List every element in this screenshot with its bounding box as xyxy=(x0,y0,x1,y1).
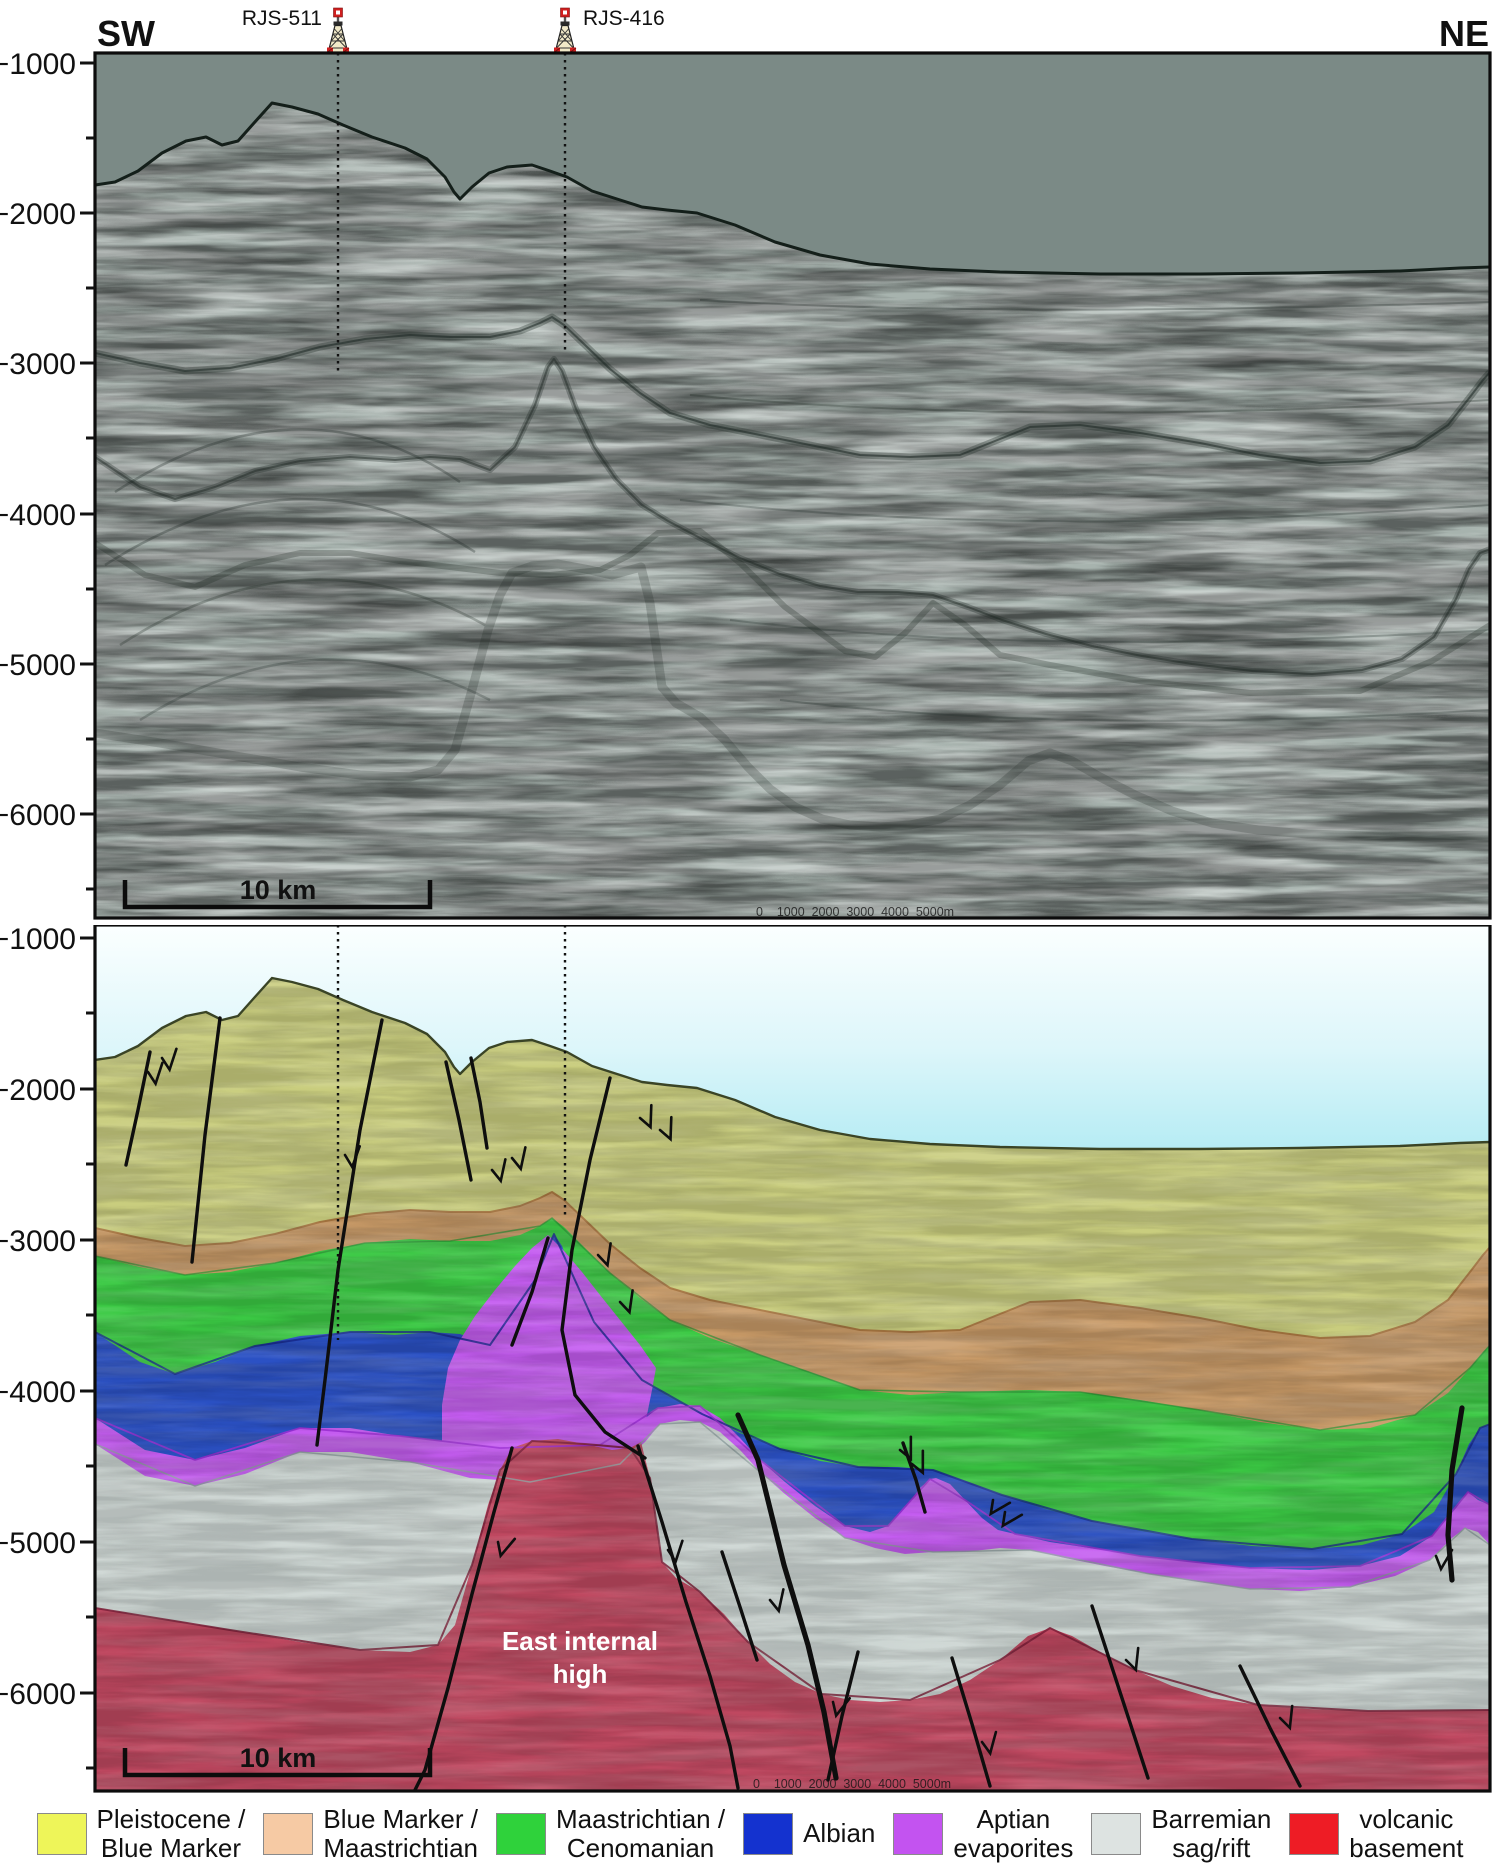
legend-item-basement: volcanic basement xyxy=(1289,1805,1463,1862)
well-label-rjs-511: RJS-511 xyxy=(242,7,322,30)
svg-text:−4000: −4000 xyxy=(0,1376,76,1409)
east-internal-high-label: East internal high xyxy=(502,1626,658,1689)
legend-swatch-aptian xyxy=(893,1812,944,1855)
depth-axis-top: −1000 −2000 −3000 −4000 −5000 −6000 xyxy=(0,48,95,891)
legend-item-aptian: Aptian evaporites xyxy=(893,1805,1073,1862)
svg-text:−6000: −6000 xyxy=(0,799,76,832)
panel-border-bottom xyxy=(93,925,1492,1793)
svg-text:−1000: −1000 xyxy=(0,925,76,956)
water-column-bottom-panel xyxy=(95,925,1490,1149)
scale-bar-top xyxy=(122,880,433,910)
legend: Pleistocene / Blue Marker Blue Marker / Ma… xyxy=(0,1793,1500,1874)
svg-text:−3000: −3000 xyxy=(0,348,76,381)
svg-text:East internal: East internal xyxy=(502,1626,658,1656)
svg-text:−3000: −3000 xyxy=(0,1225,76,1258)
scale-bar-label-bottom: 10 km xyxy=(240,1743,317,1773)
svg-text:high: high xyxy=(553,1659,608,1689)
uninterpreted-seismic-panel: SW NE RJS-511 RJS-416 xyxy=(0,7,1492,920)
svg-text:−2000: −2000 xyxy=(0,198,76,231)
svg-text:−1000: −1000 xyxy=(0,48,76,81)
svg-text:−2000: −2000 xyxy=(0,1074,76,1107)
svg-text:−6000: −6000 xyxy=(0,1678,76,1711)
panel-border-top xyxy=(93,51,1492,920)
legend-item-maastrichtian: Maastrichtian / Cenomanian xyxy=(496,1805,725,1862)
svg-text:−5000: −5000 xyxy=(0,1527,76,1560)
interpreted-section: East internal high 10 km 0 1000 2000 300… xyxy=(95,925,1490,1791)
direction-label-ne: NE xyxy=(1439,13,1489,54)
mini-scale-top: 0 1000 2000 3000 4000 5000m xyxy=(756,905,954,919)
seafloor-reflector xyxy=(95,101,1490,276)
seismic-image-top: 10 km 0 1000 2000 3000 4000 5000m xyxy=(95,53,1490,919)
water-column-top-panel xyxy=(95,53,1490,274)
interpreted-seismic-panel: East internal high 10 km 0 1000 2000 300… xyxy=(0,925,1492,1793)
scale-bar-label-top: 10 km xyxy=(240,875,317,905)
direction-label-sw: SW xyxy=(97,13,155,54)
well-label-rjs-416: RJS-416 xyxy=(583,7,665,30)
legend-swatch-maastrichtian xyxy=(496,1812,547,1855)
legend-item-blue-marker: Blue Marker / Maastrichtian xyxy=(263,1805,478,1862)
legend-swatch-pleistocene xyxy=(36,1812,87,1855)
legend-item-pleistocene: Pleistocene / Blue Marker xyxy=(36,1805,245,1862)
svg-text:−4000: −4000 xyxy=(0,499,76,532)
seafloor-interpreted xyxy=(95,976,1490,1151)
legend-swatch-basement xyxy=(1289,1812,1340,1855)
legend-swatch-albian xyxy=(743,1812,794,1855)
legend-item-albian: Albian xyxy=(743,1812,875,1855)
depth-axis-bottom: −1000 −2000 −3000 −4000 −5000 −6000 xyxy=(0,925,95,1770)
legend-item-barremian: Barremian sag/rift xyxy=(1091,1805,1271,1862)
svg-text:−5000: −5000 xyxy=(0,649,76,682)
scale-bar-bottom xyxy=(122,1748,433,1778)
mini-scale-bottom: 0 1000 2000 3000 4000 5000m xyxy=(753,1777,951,1791)
legend-swatch-blue-marker xyxy=(263,1812,314,1855)
legend-swatch-barremian xyxy=(1091,1812,1142,1855)
